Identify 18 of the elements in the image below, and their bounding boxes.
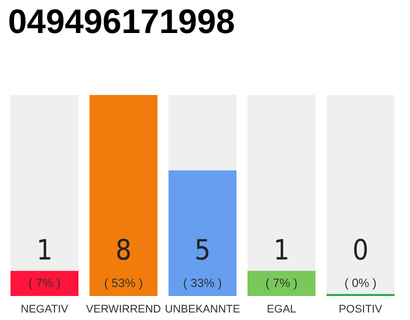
annotation: ( 53% ): [104, 276, 143, 290]
chart-title: 049496171998: [8, 3, 235, 41]
data-label: 0: [352, 234, 369, 266]
x-tick-label: EGAL: [266, 304, 296, 316]
data-label: 8: [115, 234, 132, 266]
data-label: 5: [194, 234, 211, 266]
x-tick-label: VERWIRREND: [86, 304, 162, 316]
x-tick-label: POSITIV: [338, 304, 383, 316]
bar: [10, 270, 78, 296]
bar: [248, 270, 316, 296]
annotation: ( 7% ): [265, 276, 298, 290]
x-tick-label: UNBEKANNTE: [164, 304, 240, 316]
annotation: ( 33% ): [183, 276, 222, 290]
data-label: 1: [36, 234, 53, 266]
x-tick-label: NEGATIV: [20, 304, 69, 316]
data-label: 1: [273, 234, 290, 266]
annotation: ( 7% ): [28, 276, 61, 290]
annotation: ( 0% ): [344, 276, 377, 290]
